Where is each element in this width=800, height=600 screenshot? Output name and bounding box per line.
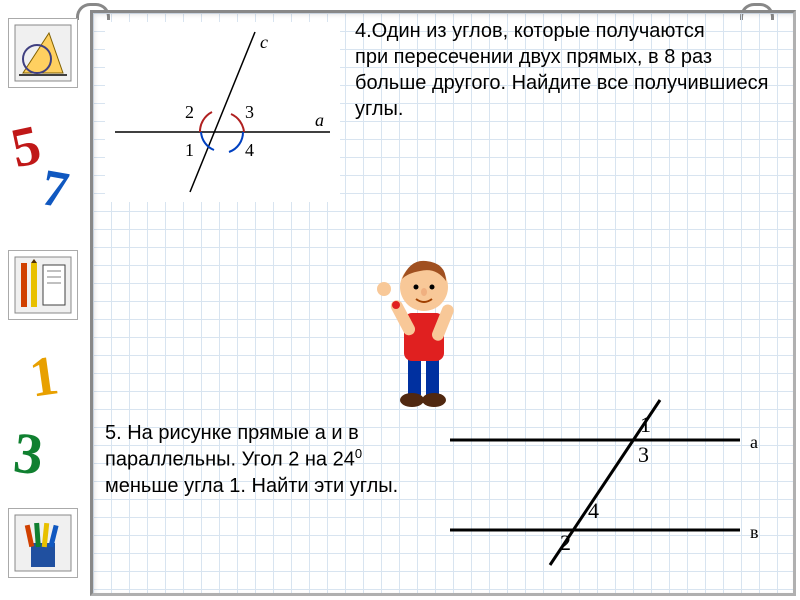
decor-5: 5 [6,113,47,181]
p4-angle-2: 2 [185,102,194,123]
p5-text-sup: 0 [355,446,362,461]
p5-text-post: меньше угла 1. Найти эти углы. [105,475,398,497]
geometry-icon [8,18,78,88]
p5-text: 5. На рисунке прямые а и в параллельны. … [105,420,415,499]
left-decor-column: 5 7 1 3 [0,0,85,600]
p5-angle-4: 4 [588,498,599,524]
p5-diagram: 1 3 4 2 а в [440,390,780,570]
decor-1: 1 [26,343,63,410]
pencils-icon [8,508,78,578]
p4-angle-3: 3 [245,102,254,123]
p4-label-a: a [315,110,324,131]
p5-angle-1: 1 [640,412,651,438]
p4-angle-4: 4 [245,140,254,161]
p5-text-pre: 5. На рисунке прямые а и в параллельны. … [105,422,359,471]
p5-angle-2: 2 [560,530,571,556]
decor-3: 3 [11,419,47,489]
p4-label-c: c [260,32,268,53]
p4-angle-1: 1 [185,140,194,161]
p5-label-a: а [750,432,758,453]
p4-diagram: c a 2 3 1 4 [105,22,340,202]
tools-icon [8,250,78,320]
p4-text: 4.Один из углов, которые получаются при … [355,18,775,122]
p5-angle-3: 3 [638,442,649,468]
p5-label-b: в [750,522,759,543]
